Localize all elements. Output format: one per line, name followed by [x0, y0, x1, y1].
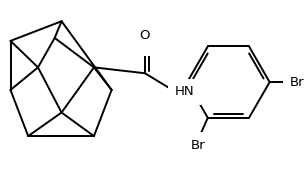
- Text: HN: HN: [174, 85, 194, 98]
- Text: O: O: [140, 29, 150, 43]
- Text: Br: Br: [290, 76, 304, 89]
- Text: Br: Br: [191, 139, 205, 152]
